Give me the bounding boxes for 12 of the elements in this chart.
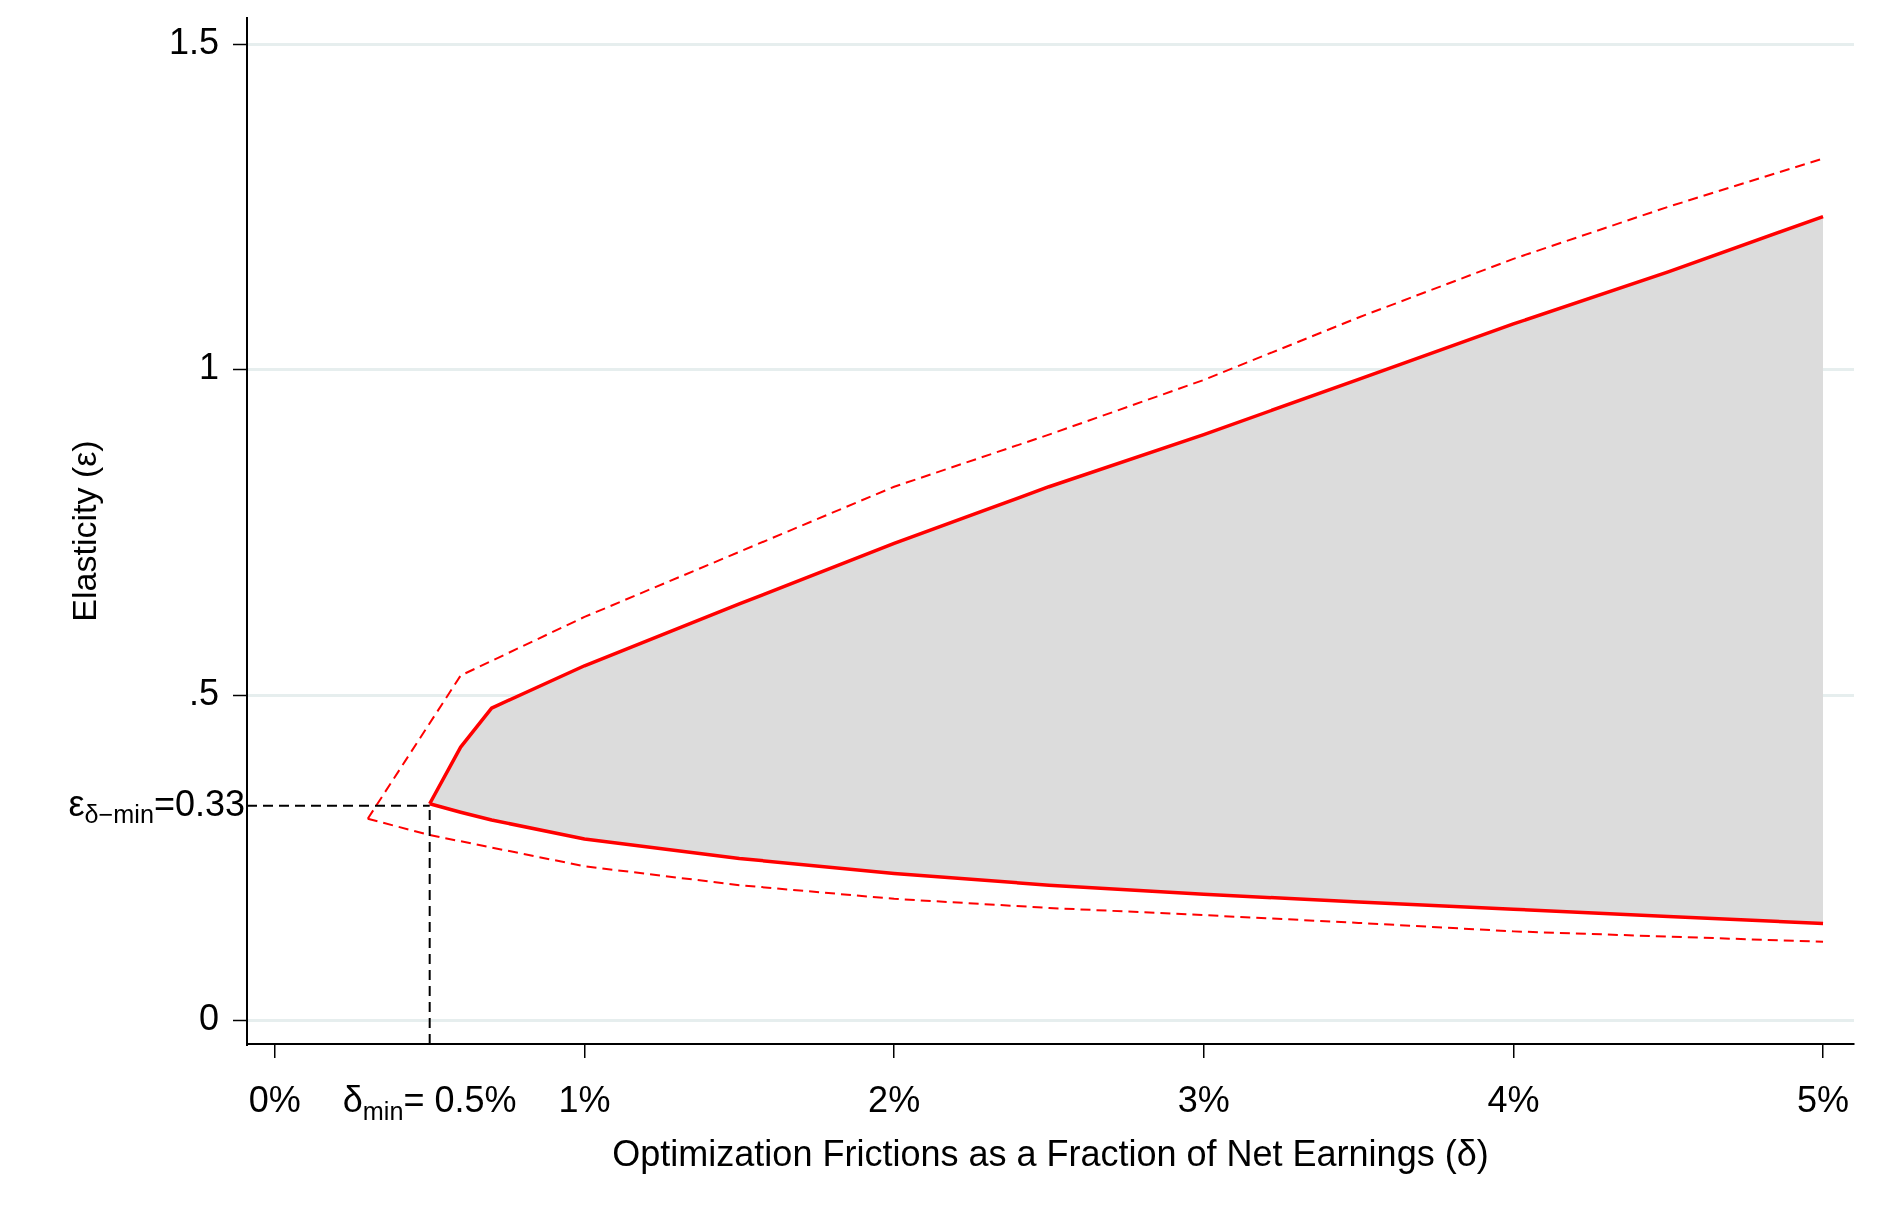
y-tick-label: .5: [188, 671, 220, 713]
x-tick-label: 0%: [248, 1078, 301, 1120]
x-tick-label: 1%: [558, 1078, 611, 1120]
y-tick-label: 1: [198, 346, 220, 388]
y-axis-title: Elasticity (ε): [65, 440, 104, 622]
y-tick-label: 1.5: [168, 20, 219, 62]
x-tick-label: 3%: [1177, 1078, 1230, 1120]
x-tick-label: 4%: [1487, 1078, 1540, 1120]
x-tick-label: 2%: [868, 1078, 921, 1120]
x-tick-label: 5%: [1797, 1078, 1850, 1120]
x-axis-title: Optimization Frictions as a Fraction of Net Earnings (δ): [612, 1132, 1489, 1174]
y-tick-label: 0: [198, 997, 220, 1039]
